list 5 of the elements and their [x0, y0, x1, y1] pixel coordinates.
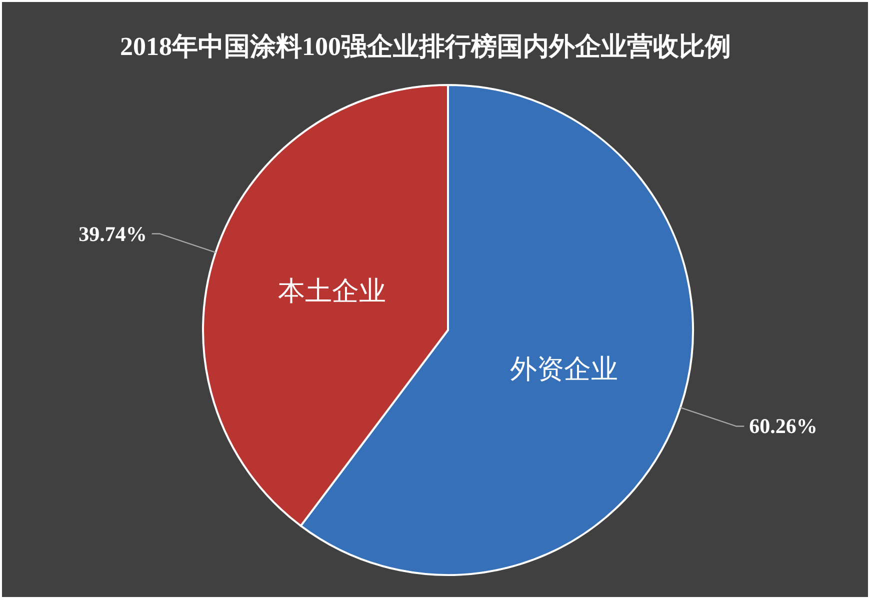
data-label: 60.26% — [749, 414, 818, 438]
slice-label: 本土企业 — [278, 276, 386, 306]
data-label: 39.74% — [78, 222, 147, 246]
chart-title: 2018年中国涂料100强企业排行榜国内外企业营收比例 — [120, 32, 731, 61]
slice-label: 外资企业 — [510, 354, 618, 384]
